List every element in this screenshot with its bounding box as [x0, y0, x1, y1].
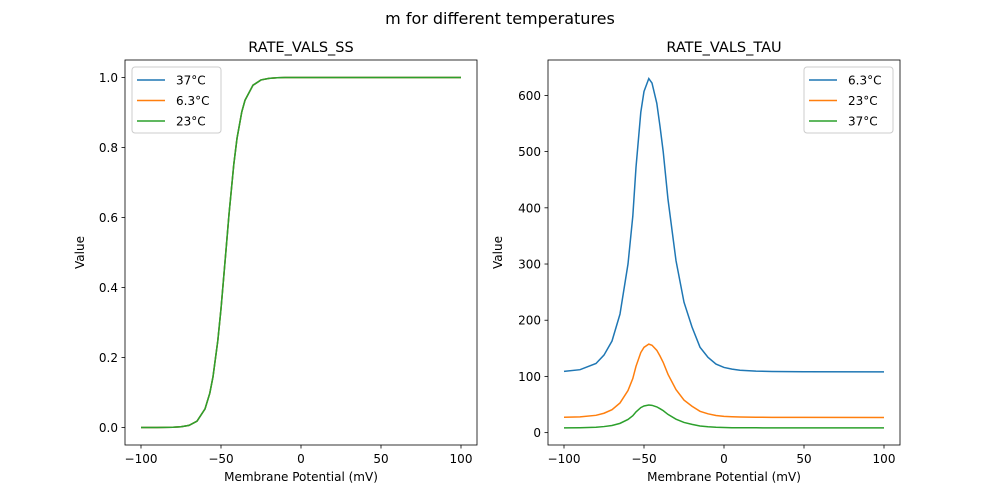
x-tick-label: 0 — [297, 452, 305, 466]
y-tick-label: 0.6 — [99, 211, 118, 225]
subplot-title: RATE_VALS_TAU — [666, 40, 781, 56]
x-tick-label: 50 — [796, 452, 811, 466]
y-tick-label: 300 — [518, 258, 541, 272]
x-tick-label: 0 — [720, 452, 728, 466]
legend-entry: 6.3°C — [176, 94, 209, 108]
y-tick-label: 0.8 — [99, 141, 118, 155]
legend-box — [803, 66, 894, 134]
x-tick-label: 100 — [873, 452, 896, 466]
y-tick-label: 0.0 — [99, 421, 118, 435]
legend: 6.3°C 23°C 37°C — [803, 66, 894, 134]
subplot-title: RATE_VALS_SS — [248, 40, 353, 56]
x-tick-label: −50 — [631, 452, 656, 466]
series-line-3 — [563, 404, 885, 429]
x-tick-label: 100 — [450, 452, 473, 466]
series-line-2 — [563, 343, 885, 419]
legend-entry: 23°C — [176, 115, 206, 129]
x-axis-label: Membrane Potential (mV) — [224, 470, 378, 484]
y-tick-label: 100 — [518, 370, 541, 384]
y-tick-label: 0.2 — [99, 351, 118, 365]
x-tick-label: −50 — [208, 452, 233, 466]
legend-entry: 6.3°C — [848, 74, 881, 88]
x-tick-label: 50 — [373, 452, 388, 466]
subplot-2: −100 −50 0 50 100 0 100 200 300 400 500 600 RATE_VAL… — [491, 40, 901, 484]
suptitle: m for different temperatures — [385, 9, 615, 28]
series-line-3 — [140, 76, 461, 429]
legend-entry: 23°C — [848, 94, 878, 108]
x-tick-label: −100 — [125, 452, 158, 466]
x-axis-label: Membrane Potential (mV) — [647, 470, 801, 484]
subplot-1: −100 −50 0 50 100 0.0 0.2 0.4 0.6 0.8 1.0 RATE_VALS… — [73, 40, 478, 484]
y-axis-label: Value — [73, 236, 87, 269]
y-axis-label: Value — [491, 236, 505, 269]
series-line-1 — [563, 76, 885, 373]
y-tick-label: 400 — [518, 201, 541, 215]
y-tick-label: 600 — [518, 89, 541, 103]
x-tick-label: −100 — [548, 452, 581, 466]
y-tick-label: 0.4 — [99, 281, 118, 295]
y-tick-label: 200 — [518, 314, 541, 328]
y-tick-label: 0 — [533, 426, 541, 440]
y-tick-label: 1.0 — [99, 71, 118, 85]
legend-entry: 37°C — [176, 74, 206, 88]
y-tick-label: 500 — [518, 145, 541, 159]
legend: 37°C 6.3°C 23°C — [131, 66, 222, 134]
legend-entry: 37°C — [848, 115, 878, 129]
legend-box — [131, 66, 222, 134]
